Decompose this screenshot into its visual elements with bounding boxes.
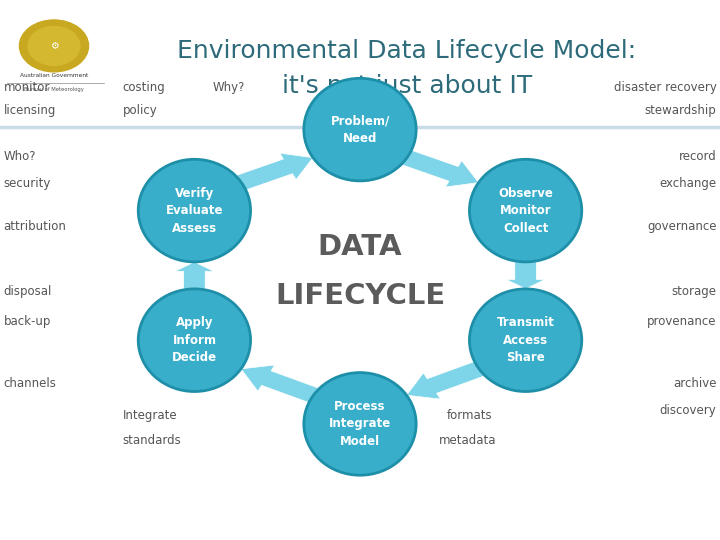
Text: ⚙: ⚙ [50, 41, 58, 51]
Polygon shape [506, 262, 545, 289]
Text: licensing: licensing [4, 104, 56, 117]
Ellipse shape [138, 289, 251, 392]
Text: Verify
Evaluate
Assess: Verify Evaluate Assess [166, 187, 223, 234]
Text: record: record [679, 150, 716, 163]
Polygon shape [407, 362, 484, 399]
Text: disaster recovery: disaster recovery [613, 81, 716, 94]
Text: Who?: Who? [4, 150, 36, 163]
Text: Transmit
Access
Share: Transmit Access Share [497, 316, 554, 364]
Text: it's not just about IT: it's not just about IT [282, 75, 532, 98]
Polygon shape [237, 153, 313, 190]
Ellipse shape [304, 78, 416, 181]
Text: policy: policy [122, 104, 157, 117]
Text: back-up: back-up [4, 315, 51, 328]
Text: costing: costing [122, 81, 165, 94]
Text: discovery: discovery [660, 404, 716, 417]
Text: Australian Government: Australian Government [20, 73, 88, 78]
Text: standards: standards [122, 434, 181, 447]
Ellipse shape [469, 159, 582, 262]
Text: provenance: provenance [647, 315, 716, 328]
Bar [0, 0, 720, 127]
Ellipse shape [469, 289, 582, 392]
Text: LIFECYCLE: LIFECYCLE [275, 282, 445, 310]
Text: channels: channels [4, 377, 56, 390]
Polygon shape [175, 262, 214, 289]
Text: Integrate: Integrate [122, 409, 177, 422]
Text: monitor: monitor [4, 81, 50, 94]
Text: exchange: exchange [660, 177, 716, 190]
Circle shape [19, 20, 89, 72]
Text: metadata: metadata [439, 434, 497, 447]
Text: governance: governance [647, 220, 716, 233]
Text: storage: storage [671, 285, 716, 298]
Text: Observe
Monitor
Collect: Observe Monitor Collect [498, 187, 553, 234]
Text: stewardship: stewardship [644, 104, 716, 117]
Text: Environmental Data Lifecycle Model:: Environmental Data Lifecycle Model: [177, 39, 636, 63]
Text: Apply
Inform
Decide: Apply Inform Decide [172, 316, 217, 364]
Polygon shape [402, 150, 479, 187]
Text: archive: archive [673, 377, 716, 390]
Ellipse shape [138, 159, 251, 262]
Text: Process
Integrate
Model: Process Integrate Model [329, 400, 391, 448]
Text: attribution: attribution [4, 220, 66, 233]
Ellipse shape [304, 373, 416, 475]
Text: Problem/
Need: Problem/ Need [330, 114, 390, 145]
Text: security: security [4, 177, 51, 190]
Text: formats: formats [446, 409, 492, 422]
Text: DATA: DATA [318, 233, 402, 261]
Text: Why?: Why? [212, 81, 245, 94]
Text: Bureau of Meteorology: Bureau of Meteorology [24, 86, 84, 92]
Polygon shape [241, 365, 318, 402]
Text: disposal: disposal [4, 285, 52, 298]
Circle shape [28, 26, 80, 65]
